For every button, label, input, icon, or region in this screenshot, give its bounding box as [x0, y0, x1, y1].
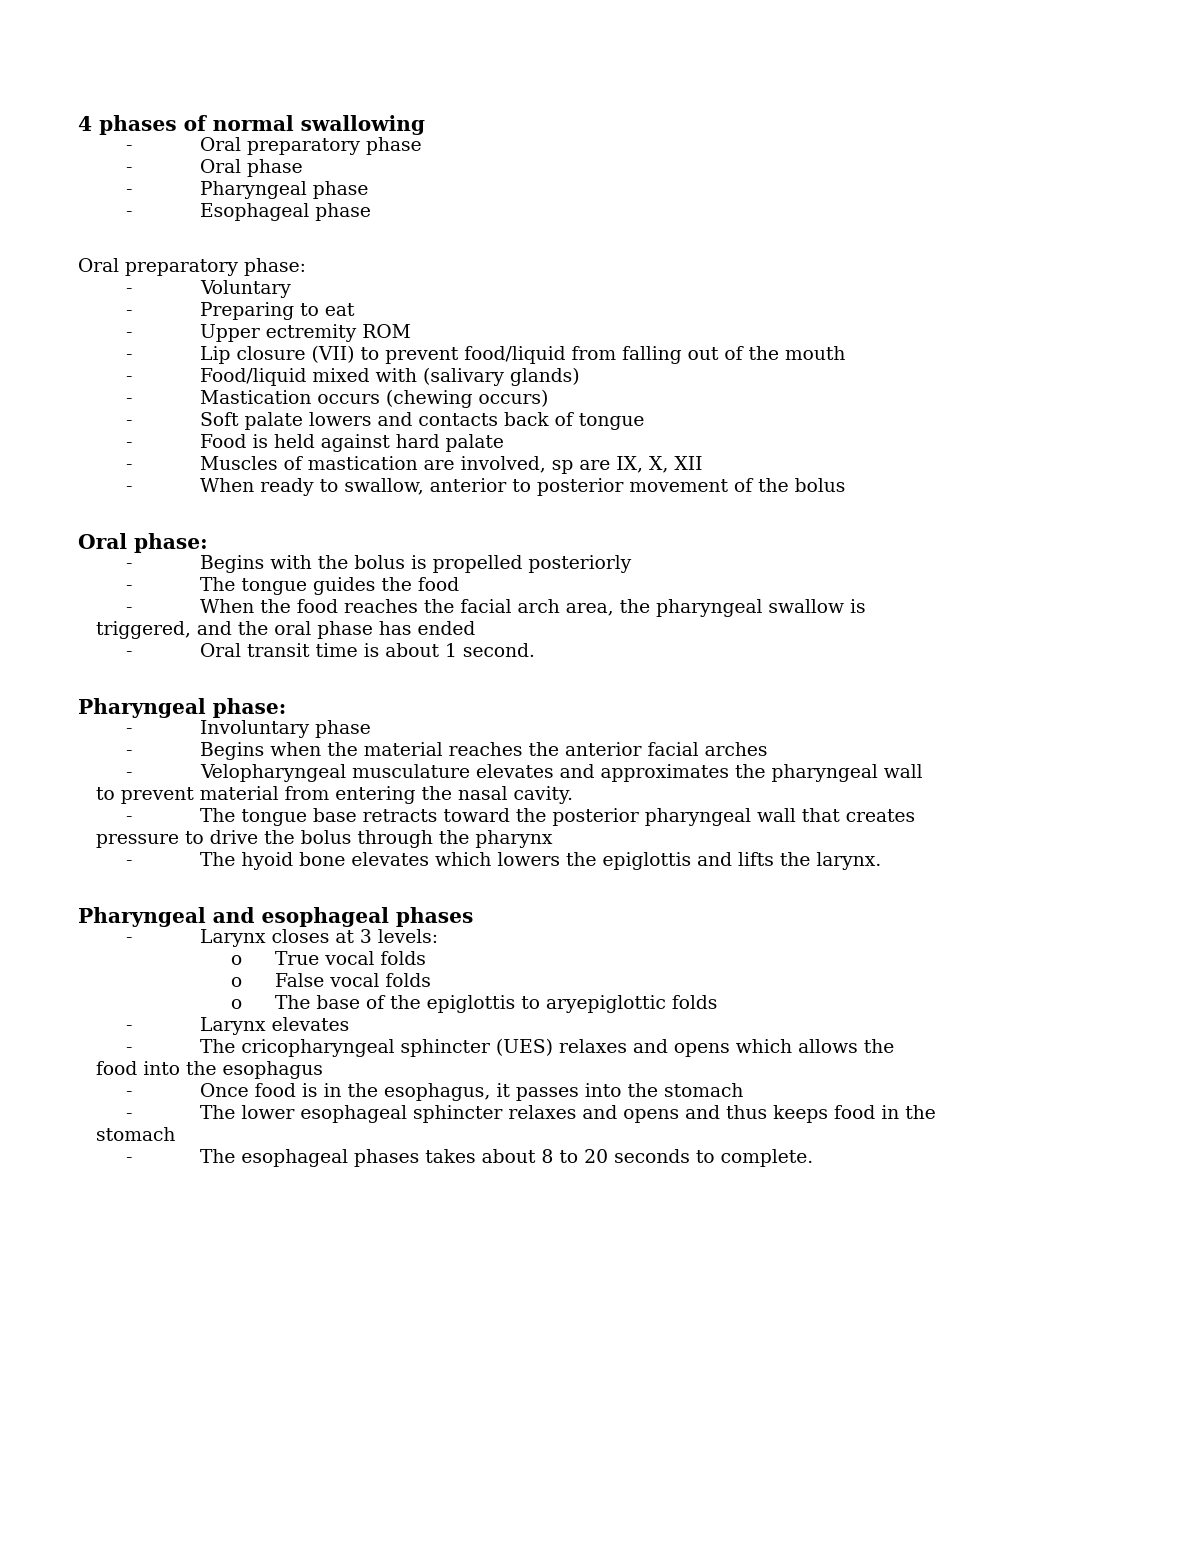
Text: Mastication occurs (chewing occurs): Mastication occurs (chewing occurs) — [200, 390, 548, 408]
Text: False vocal folds: False vocal folds — [275, 974, 431, 991]
Text: Larynx closes at 3 levels:: Larynx closes at 3 levels: — [200, 929, 438, 947]
Text: -: - — [125, 478, 132, 495]
Text: -: - — [125, 390, 132, 408]
Text: The tongue base retracts toward the posterior pharyngeal wall that creates: The tongue base retracts toward the post… — [200, 808, 916, 826]
Text: o: o — [230, 950, 241, 969]
Text: -: - — [125, 325, 132, 342]
Text: -: - — [125, 368, 132, 387]
Text: The lower esophageal sphincter relaxes and opens and thus keeps food in the: The lower esophageal sphincter relaxes a… — [200, 1106, 936, 1123]
Text: -: - — [125, 1017, 132, 1034]
Text: -: - — [125, 346, 132, 363]
Text: -: - — [125, 182, 132, 199]
Text: -: - — [125, 301, 132, 320]
Text: -: - — [125, 808, 132, 826]
Text: -: - — [125, 929, 132, 947]
Text: to prevent material from entering the nasal cavity.: to prevent material from entering the na… — [96, 786, 574, 804]
Text: Pharyngeal phase: Pharyngeal phase — [200, 182, 368, 199]
Text: o: o — [230, 995, 241, 1013]
Text: Oral preparatory phase:: Oral preparatory phase: — [78, 258, 306, 276]
Text: Oral preparatory phase: Oral preparatory phase — [200, 137, 421, 155]
Text: Velopharyngeal musculature elevates and approximates the pharyngeal wall: Velopharyngeal musculature elevates and … — [200, 764, 923, 783]
Text: Oral phase:: Oral phase: — [78, 533, 208, 553]
Text: Begins when the material reaches the anterior facial arches: Begins when the material reaches the ant… — [200, 742, 768, 759]
Text: Soft palate lowers and contacts back of tongue: Soft palate lowers and contacts back of … — [200, 412, 644, 430]
Text: -: - — [125, 203, 132, 221]
Text: When the food reaches the facial arch area, the pharyngeal swallow is: When the food reaches the facial arch ar… — [200, 599, 865, 617]
Text: -: - — [125, 457, 132, 474]
Text: -: - — [125, 554, 132, 573]
Text: -: - — [125, 578, 132, 595]
Text: -: - — [125, 853, 132, 870]
Text: Esophageal phase: Esophageal phase — [200, 203, 371, 221]
Text: -: - — [125, 599, 132, 617]
Text: -: - — [125, 280, 132, 298]
Text: Oral phase: Oral phase — [200, 158, 302, 177]
Text: True vocal folds: True vocal folds — [275, 950, 426, 969]
Text: Oral transit time is about 1 second.: Oral transit time is about 1 second. — [200, 643, 535, 662]
Text: Lip closure (VII) to prevent food/liquid from falling out of the mouth: Lip closure (VII) to prevent food/liquid… — [200, 346, 845, 365]
Text: -: - — [125, 643, 132, 662]
Text: -: - — [125, 742, 132, 759]
Text: pressure to drive the bolus through the pharynx: pressure to drive the bolus through the … — [96, 829, 552, 848]
Text: Upper ectremity ROM: Upper ectremity ROM — [200, 325, 410, 342]
Text: Preparing to eat: Preparing to eat — [200, 301, 354, 320]
Text: -: - — [125, 764, 132, 783]
Text: Voluntary: Voluntary — [200, 280, 290, 298]
Text: -: - — [125, 1149, 132, 1166]
Text: Food is held against hard palate: Food is held against hard palate — [200, 433, 504, 452]
Text: Pharyngeal and esophageal phases: Pharyngeal and esophageal phases — [78, 907, 473, 927]
Text: -: - — [125, 1039, 132, 1058]
Text: Larynx elevates: Larynx elevates — [200, 1017, 349, 1034]
Text: Muscles of mastication are involved, sp are IX, X, XII: Muscles of mastication are involved, sp … — [200, 457, 702, 474]
Text: -: - — [125, 137, 132, 155]
Text: food into the esophagus: food into the esophagus — [96, 1061, 323, 1079]
Text: Pharyngeal phase:: Pharyngeal phase: — [78, 697, 287, 717]
Text: Begins with the bolus is propelled posteriorly: Begins with the bolus is propelled poste… — [200, 554, 631, 573]
Text: -: - — [125, 433, 132, 452]
Text: -: - — [125, 1106, 132, 1123]
Text: Once food is in the esophagus, it passes into the stomach: Once food is in the esophagus, it passes… — [200, 1082, 743, 1101]
Text: The esophageal phases takes about 8 to 20 seconds to complete.: The esophageal phases takes about 8 to 2… — [200, 1149, 814, 1166]
Text: -: - — [125, 1082, 132, 1101]
Text: When ready to swallow, anterior to posterior movement of the bolus: When ready to swallow, anterior to poste… — [200, 478, 845, 495]
Text: -: - — [125, 158, 132, 177]
Text: Food/liquid mixed with (salivary glands): Food/liquid mixed with (salivary glands) — [200, 368, 580, 387]
Text: Involuntary phase: Involuntary phase — [200, 721, 371, 738]
Text: -: - — [125, 412, 132, 430]
Text: The cricopharyngeal sphincter (UES) relaxes and opens which allows the: The cricopharyngeal sphincter (UES) rela… — [200, 1039, 894, 1058]
Text: The tongue guides the food: The tongue guides the food — [200, 578, 460, 595]
Text: stomach: stomach — [96, 1127, 175, 1145]
Text: triggered, and the oral phase has ended: triggered, and the oral phase has ended — [96, 621, 475, 638]
Text: o: o — [230, 974, 241, 991]
Text: -: - — [125, 721, 132, 738]
Text: 4 phases of normal swallowing: 4 phases of normal swallowing — [78, 115, 425, 135]
Text: The base of the epiglottis to aryepiglottic folds: The base of the epiglottis to aryepiglot… — [275, 995, 718, 1013]
Text: The hyoid bone elevates which lowers the epiglottis and lifts the larynx.: The hyoid bone elevates which lowers the… — [200, 853, 881, 870]
